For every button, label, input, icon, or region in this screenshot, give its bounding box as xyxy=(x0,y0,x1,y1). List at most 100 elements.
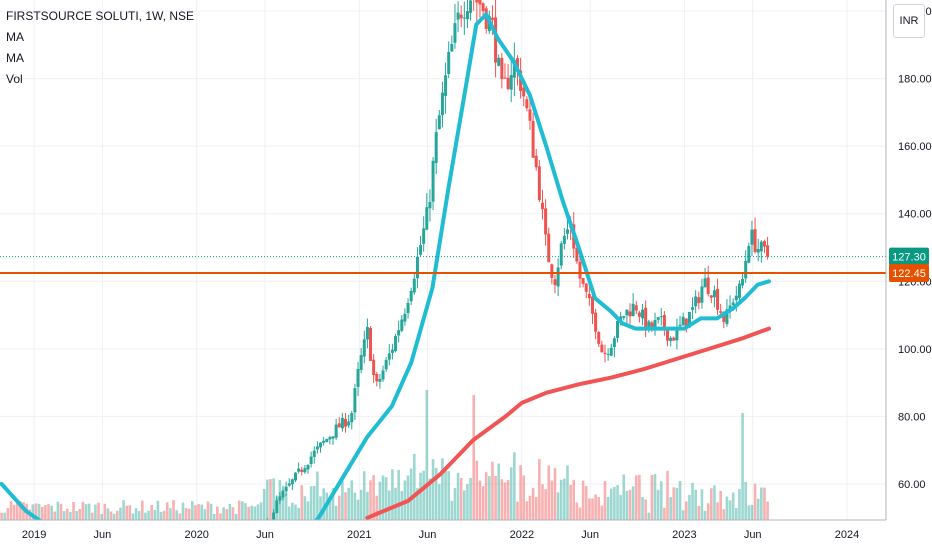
volume-bar xyxy=(50,505,53,520)
volume-bar xyxy=(162,510,166,520)
candle-body xyxy=(406,302,410,314)
volume-bar xyxy=(544,489,547,520)
candle-body xyxy=(756,249,760,253)
currency-button[interactable]: INR xyxy=(893,4,925,38)
price-tick-label: 160.00 xyxy=(898,141,932,153)
candle-body xyxy=(312,450,316,457)
volume-bar xyxy=(178,513,182,520)
candle-body xyxy=(478,0,482,5)
volume-bar xyxy=(538,458,541,520)
candle-body xyxy=(394,336,398,352)
volume-bar xyxy=(175,510,178,520)
volume-bar xyxy=(125,505,128,520)
candle-body xyxy=(753,229,757,252)
volume-bar xyxy=(647,512,651,520)
volume-bar xyxy=(122,500,125,520)
volume-bar xyxy=(9,500,13,520)
volume-bar xyxy=(669,497,672,520)
candle-body xyxy=(678,324,682,327)
candle-body xyxy=(653,320,657,327)
volume-bar xyxy=(159,511,163,520)
volume-bar xyxy=(31,504,35,520)
candle-body xyxy=(356,369,360,387)
volume-bar xyxy=(184,508,188,520)
candle-body xyxy=(387,353,391,360)
candle-body xyxy=(750,229,754,245)
candle-body xyxy=(697,297,701,304)
candle-body xyxy=(303,468,307,473)
volume-bar xyxy=(584,486,588,520)
volume-bar xyxy=(328,497,332,520)
chart-legend: FIRSTSOURCE SOLUTI, 1W, NSE MA MA Vol xyxy=(6,6,194,90)
volume-bar xyxy=(62,511,66,520)
volume-bar xyxy=(450,500,454,520)
support-price-label: 122.45 xyxy=(892,268,926,280)
volume-bar xyxy=(228,503,232,520)
volume-bar xyxy=(344,492,347,520)
candle-body xyxy=(306,464,310,470)
volume-bar xyxy=(97,502,100,520)
volume-bar xyxy=(256,504,260,520)
candle-body xyxy=(537,166,541,200)
symbol-title[interactable]: FIRSTSOURCE SOLUTI, 1W, NSE xyxy=(6,9,195,23)
volume-bar xyxy=(341,477,344,520)
volume-bar xyxy=(156,500,160,520)
volume-bar xyxy=(225,509,229,520)
volume-bar xyxy=(459,478,463,520)
volume-bar xyxy=(197,504,200,520)
volume-bar xyxy=(438,484,441,520)
volume-bar xyxy=(109,511,113,520)
candle-body xyxy=(684,318,688,327)
candle-body xyxy=(762,241,766,247)
candle-body xyxy=(766,245,770,257)
time-tick-label: 2019 xyxy=(22,529,46,541)
candle-body xyxy=(437,115,441,130)
candle-body xyxy=(325,439,329,442)
candle-body xyxy=(409,290,413,302)
volume-bar xyxy=(306,501,310,520)
candle-body xyxy=(553,279,557,286)
candle-body xyxy=(609,347,613,356)
candle-body xyxy=(381,370,385,380)
volume-bar xyxy=(628,489,632,520)
volume-bar xyxy=(494,475,497,520)
candle-body xyxy=(415,256,419,279)
volume-bar xyxy=(0,512,3,520)
volume-bar xyxy=(634,475,638,520)
candle-body xyxy=(706,277,710,294)
volume-bar xyxy=(569,484,572,520)
candle-body xyxy=(647,321,651,329)
volume-bar xyxy=(556,492,560,520)
candle-body xyxy=(337,423,341,428)
volume-bar xyxy=(619,494,622,520)
volume-bar xyxy=(172,500,175,520)
volume-bar xyxy=(478,480,482,520)
volume-bar xyxy=(15,502,19,520)
candle-body xyxy=(591,296,595,314)
ma-slow-legend[interactable]: MA xyxy=(6,51,24,65)
volume-bar xyxy=(666,470,669,520)
candle-body xyxy=(347,421,351,426)
volume-bar xyxy=(3,512,7,520)
volume-bar xyxy=(581,480,585,520)
candle-body xyxy=(531,120,535,158)
volume-bar xyxy=(616,485,619,520)
volume-bar xyxy=(75,510,78,520)
volume-bar xyxy=(609,488,613,520)
volume-legend[interactable]: Vol xyxy=(6,72,23,86)
volume-bar xyxy=(331,487,335,520)
candle-body xyxy=(637,312,641,317)
volume-bar xyxy=(553,468,557,520)
candle-body xyxy=(525,99,529,109)
time-tick-label: 2023 xyxy=(672,529,696,541)
candle-body xyxy=(600,344,604,353)
candle-body xyxy=(350,413,354,423)
volume-bar xyxy=(763,487,766,520)
ma-fast-legend[interactable]: MA xyxy=(6,30,24,44)
volume-bar xyxy=(710,488,713,520)
volume-bar xyxy=(134,508,138,520)
price-tick-label: 80.00 xyxy=(898,411,926,423)
candle-body xyxy=(309,456,313,465)
